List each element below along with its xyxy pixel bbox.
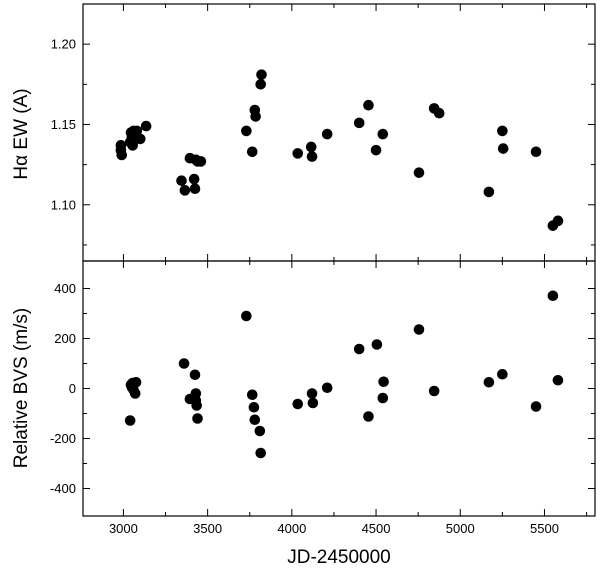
bvs-data-point: [191, 400, 202, 411]
bvs-data-point: [378, 376, 389, 388]
bvs-data-point: [307, 397, 319, 409]
x-tick-label: 4000: [277, 521, 306, 536]
bvs-data-point: [497, 368, 508, 380]
bvs-data-point: [192, 413, 203, 424]
bvs-data-point: [249, 414, 261, 426]
bvs-data-point: [178, 358, 190, 369]
ha-ew-y-tick-labels: 1.10 1.15 1.20: [51, 37, 76, 213]
ha-ew-y-tick-label: 1.20: [51, 37, 76, 52]
ha-ew-axis-ticks: [83, 4, 595, 261]
ha-ew-data-point: [321, 128, 333, 140]
bvs-data-point: [129, 388, 141, 399]
x-tick-label: 3000: [109, 521, 138, 536]
ha-ew-data-point: [250, 111, 261, 122]
x-tick-labels: 3000 3500 4000 4500 5000 5500: [109, 521, 559, 536]
ha-ew-data-point: [292, 148, 304, 159]
bvs-y-tick-label: 400: [54, 281, 76, 296]
bvs-data-point: [189, 369, 201, 381]
bvs-data-point: [483, 376, 495, 388]
bvs-data-point: [241, 310, 252, 322]
bvs-data-point: [353, 343, 365, 355]
ha-ew-data-point: [179, 185, 191, 196]
bvs-data-point: [530, 401, 542, 412]
bvs-data-point: [371, 339, 383, 350]
bvs-data-point: [246, 389, 258, 401]
bvs-axis-ticks: [83, 261, 595, 516]
bvs-data-point: [547, 290, 559, 302]
bvs-data-point: [552, 374, 564, 386]
ha-ew-data-point: [195, 156, 207, 167]
ha-ew-data-point: [552, 215, 564, 227]
x-tick-label: 5500: [530, 521, 559, 536]
ha-ew-data-point: [353, 117, 365, 129]
x-tick-label: 4500: [362, 521, 391, 536]
bvs-panel: -400 -200 0 200 400 Relative BVS (m/s): [11, 260, 596, 517]
ha-ew-data-point: [140, 120, 152, 132]
ha-ew-data-point: [189, 183, 201, 195]
ha-ew-y-tick-label: 1.15: [51, 117, 76, 132]
ha-ew-data-point: [255, 79, 266, 90]
bvs-plot-frame: [82, 260, 596, 517]
bvs-data-point: [377, 392, 389, 404]
ha-ew-y-axis-label: Hα EW (A): [11, 88, 32, 179]
ha-ew-data-point: [176, 175, 187, 186]
bvs-y-tick-label: 0: [69, 381, 76, 396]
bvs-data-point: [255, 447, 266, 459]
bvs-data-point: [248, 401, 260, 413]
ha-ew-plot-frame: [82, 3, 596, 262]
ha-ew-data-point: [127, 140, 138, 151]
ha-ew-data-point: [256, 69, 267, 80]
ha-ew-data-point: [483, 186, 495, 198]
x-tick-label: 3500: [193, 521, 222, 536]
ha-ew-y-tick-label: 1.10: [51, 197, 76, 212]
ha-ew-panel: 1.10 1.15 1.20 Hα EW (A): [11, 3, 596, 262]
ha-ew-data-point: [131, 125, 143, 137]
x-tick-label: 5000: [446, 521, 475, 536]
bvs-series: [124, 290, 564, 459]
bvs-data-point: [130, 376, 142, 388]
ha-ew-data-point: [433, 107, 445, 119]
bvs-y-tick-label: -400: [50, 481, 76, 496]
bvs-y-tick-labels: -400 -200 0 200 400: [50, 281, 76, 496]
ha-ew-data-point: [530, 146, 542, 158]
ha-ew-data-point: [370, 144, 382, 156]
bvs-data-point: [321, 382, 333, 394]
bvs-data-point: [363, 411, 374, 422]
ha-ew-data-point: [134, 133, 146, 145]
ha-ew-data-point: [306, 151, 318, 162]
ha-ew-data-point: [497, 143, 509, 154]
ha-ew-data-point: [246, 146, 258, 158]
bvs-data-point: [413, 324, 425, 335]
bvs-data-point: [124, 415, 136, 426]
bvs-data-point: [254, 425, 266, 437]
bvs-y-tick-label: -200: [50, 431, 76, 446]
ha-ew-data-point: [116, 149, 128, 161]
bvs-data-point: [306, 388, 318, 399]
x-axis-label: JD-2450000: [287, 547, 391, 568]
bvs-y-tick-label: 200: [54, 331, 76, 346]
ha-ew-data-point: [305, 141, 317, 153]
ha-ew-data-point: [363, 99, 374, 111]
ha-ew-data-point: [497, 125, 508, 137]
ha-ew-data-point: [241, 125, 252, 137]
ha-ew-series: [115, 69, 564, 231]
bvs-data-point: [292, 398, 304, 410]
bvs-y-axis-label: Relative BVS (m/s): [11, 308, 32, 468]
ha-ew-data-point: [377, 128, 389, 140]
ha-ew-data-point: [413, 167, 425, 178]
ha-ew-data-point: [188, 173, 200, 185]
bvs-data-point: [428, 385, 440, 397]
